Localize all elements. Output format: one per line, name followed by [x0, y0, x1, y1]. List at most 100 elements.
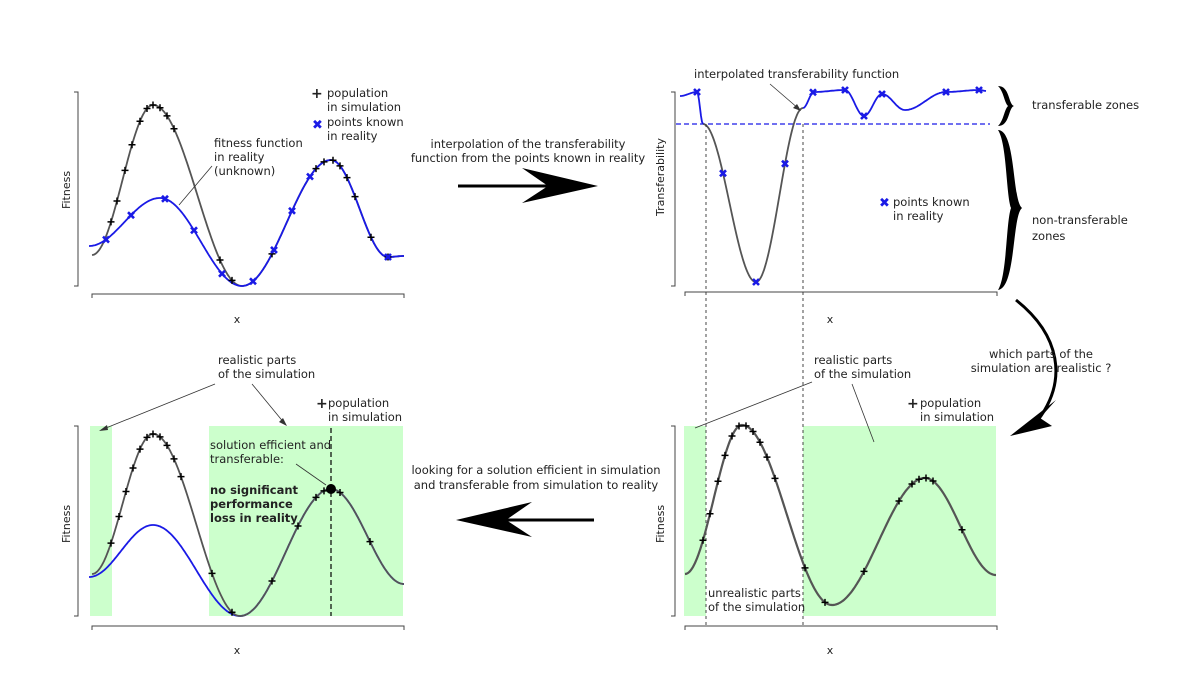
realistic-zone-left: [90, 426, 112, 616]
realistic-pointer-right: [851, 383, 875, 443]
population-marker: [129, 464, 137, 472]
solution-note-2: transferable:: [210, 452, 284, 466]
legend-cross-icon: ✖: [879, 196, 890, 211]
simulation-curve: [91, 433, 404, 617]
transferability-curve-blue-left: [680, 91, 704, 125]
reality-marker: [809, 88, 817, 97]
population-markers: [699, 422, 966, 606]
arrow-bottom: looking for a solution efficient in simu…: [411, 463, 661, 537]
legend-population-2: in simulation: [327, 100, 401, 114]
reality-marker: [841, 86, 849, 94]
population-marker: [699, 536, 707, 544]
population-marker: [294, 522, 302, 530]
population-marker: [128, 141, 136, 149]
population-marker: [735, 422, 743, 430]
population-marker: [908, 480, 916, 488]
population-marker: [320, 487, 328, 495]
reality-marker: [270, 245, 278, 254]
arrow-right-label-1: which parts of the: [989, 347, 1093, 361]
arrow-right: which parts of the simulation are realis…: [971, 298, 1111, 436]
legend-reality: points known: [893, 195, 970, 209]
population-marker: [801, 564, 809, 572]
population-marker: [107, 539, 115, 547]
realistic-pointer-left-head: [99, 425, 108, 431]
interpolated-pointer: [769, 83, 800, 110]
population-marker: [177, 473, 185, 481]
population-marker: [343, 174, 351, 182]
population-marker: [216, 256, 224, 264]
legend-plus-icon: +: [311, 86, 323, 102]
population-marker: [149, 430, 157, 438]
legend-reality: points known: [327, 115, 404, 129]
reality-marker: [249, 277, 257, 286]
reality-marker: [190, 226, 198, 235]
reality-marker: [218, 269, 226, 278]
solution-bold-2: performance: [210, 497, 293, 511]
population-markers: [107, 430, 374, 616]
population-marker: [929, 477, 937, 485]
panel-bottom-left: Fitness x realistic parts of the simulat…: [60, 353, 405, 657]
population-marker: [156, 104, 164, 112]
population-marker: [136, 117, 144, 125]
transferability-curve-blue-right: [802, 89, 987, 117]
population-marker: [163, 441, 171, 449]
population-marker: [860, 567, 868, 575]
note-fitness-reality-3: (unknown): [214, 164, 275, 178]
population-marker: [749, 428, 757, 436]
realistic-pointer-right: [251, 383, 286, 425]
arrow-top: interpolation of the transferability fun…: [411, 137, 645, 203]
reality-marker: [752, 278, 760, 286]
realistic-label: realistic parts: [814, 353, 892, 367]
population-marker: [121, 166, 129, 174]
population-marker: [714, 477, 722, 485]
population-marker: [163, 112, 171, 120]
y-axis-label: Transferability: [654, 138, 667, 217]
y-axis-label: Fitness: [60, 505, 73, 543]
reality-marker: [878, 90, 886, 98]
population-marker: [149, 101, 157, 109]
zone-non-transferable-label-2: zones: [1032, 229, 1065, 243]
zone-transferable-label: transferable zones: [1032, 98, 1139, 112]
population-marker: [107, 218, 115, 226]
solution-point: [326, 484, 336, 494]
legend-reality-2: in reality: [327, 129, 378, 143]
unrealistic-label-2: of the simulation: [708, 600, 805, 614]
x-axis-bracket: [684, 291, 998, 296]
population-marker: [268, 577, 276, 585]
realistic-label-2: of the simulation: [218, 367, 315, 381]
note-fitness-reality-2: in reality: [214, 150, 265, 164]
population-marker: [136, 445, 144, 453]
population-marker: [143, 433, 151, 441]
reality-marker: [942, 88, 950, 96]
y-axis-bracket: [671, 425, 676, 617]
panel-top-right: Transferability x interpolated transfera…: [654, 67, 1139, 326]
population-marker: [706, 510, 714, 518]
note-fitness-reality: fitness function: [214, 136, 303, 150]
population-marker: [336, 162, 344, 170]
population-marker: [763, 453, 771, 461]
reality-marker: [719, 169, 727, 178]
reality-marker: [306, 172, 314, 181]
arrow-top-head: [522, 168, 598, 203]
arrow-right-head: [1010, 400, 1056, 436]
arrow-bottom-label-1: looking for a solution efficient in simu…: [411, 463, 660, 477]
population-marker: [143, 105, 151, 113]
population-marker: [351, 193, 359, 201]
population-marker: [756, 438, 764, 446]
arrow-bottom-label-2: and transferable from simulation to real…: [414, 478, 659, 492]
population-markers: [107, 101, 392, 284]
population-marker: [170, 455, 178, 463]
y-axis-label: Fitness: [60, 171, 73, 209]
population-marker: [922, 474, 930, 482]
realistic-pointer-left: [100, 383, 216, 431]
solution-pointer: [295, 463, 327, 486]
legend-plus-icon: +: [316, 396, 328, 412]
legend-population: population: [328, 396, 389, 410]
population-marker: [771, 474, 779, 482]
population-marker: [122, 487, 130, 495]
legend-cross-icon: ✖: [312, 118, 323, 133]
legend-population: population: [327, 86, 388, 100]
unrealistic-label: unrealistic parts: [708, 586, 801, 600]
reality-marker: [161, 194, 169, 203]
